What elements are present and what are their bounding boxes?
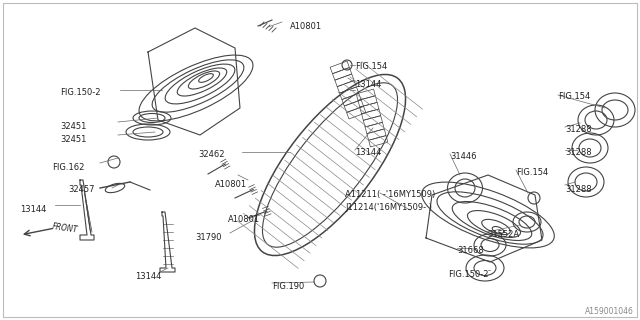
Text: 13144: 13144 bbox=[355, 80, 381, 89]
Text: A10801: A10801 bbox=[228, 215, 260, 224]
Text: FIG.154: FIG.154 bbox=[558, 92, 590, 101]
Text: 31552A: 31552A bbox=[487, 230, 519, 239]
Text: FIG.150-2: FIG.150-2 bbox=[448, 270, 488, 279]
Text: 32451: 32451 bbox=[60, 122, 86, 131]
Text: A10801: A10801 bbox=[290, 22, 322, 31]
Text: 31446: 31446 bbox=[450, 152, 477, 161]
Text: FIG.154: FIG.154 bbox=[355, 62, 387, 71]
Text: 31288: 31288 bbox=[565, 185, 591, 194]
Text: 13144: 13144 bbox=[355, 148, 381, 157]
Text: FIG.162: FIG.162 bbox=[52, 163, 84, 172]
Text: FIG.190: FIG.190 bbox=[272, 282, 304, 291]
Text: A11211( -'16MY1509): A11211( -'16MY1509) bbox=[345, 190, 435, 199]
Text: 31288: 31288 bbox=[565, 148, 591, 157]
Text: 13144: 13144 bbox=[20, 205, 46, 214]
Text: A159001046: A159001046 bbox=[585, 307, 634, 316]
Text: J11214('16MY1509- ): J11214('16MY1509- ) bbox=[345, 203, 432, 212]
Text: 13144: 13144 bbox=[135, 272, 161, 281]
Text: 32451: 32451 bbox=[60, 135, 86, 144]
Text: FIG.150-2: FIG.150-2 bbox=[60, 88, 100, 97]
Text: 32462: 32462 bbox=[198, 150, 225, 159]
Text: A10801: A10801 bbox=[215, 180, 247, 189]
Text: 31288: 31288 bbox=[565, 125, 591, 134]
Text: FIG.154: FIG.154 bbox=[516, 168, 548, 177]
Text: 31790: 31790 bbox=[195, 233, 221, 242]
Text: 32457: 32457 bbox=[68, 185, 95, 194]
Text: 31668: 31668 bbox=[457, 246, 484, 255]
Text: FRONT: FRONT bbox=[52, 222, 79, 234]
